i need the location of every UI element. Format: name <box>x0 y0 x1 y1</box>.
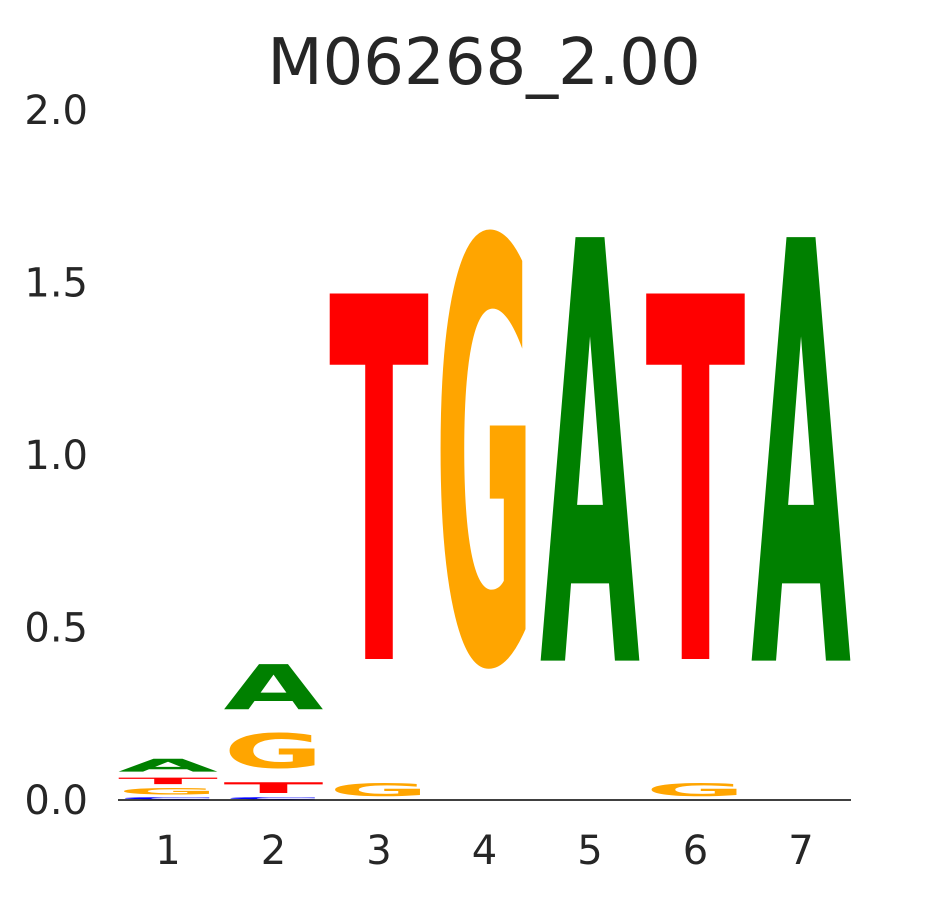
y-tick-label: 0.5 <box>24 606 88 652</box>
logo-letter-G: G <box>224 724 324 779</box>
logo-letter-A: A <box>118 755 218 776</box>
logo-letter-A: A <box>751 122 852 798</box>
logo-letter-G: G <box>329 779 429 800</box>
x-tick-label: 5 <box>577 828 602 874</box>
logo-letter-G: G <box>118 786 218 796</box>
y-tick-label: 2.0 <box>24 88 88 134</box>
logo-letter-T: T <box>646 195 747 779</box>
x-tick-label: 2 <box>261 828 286 874</box>
logo-letter-G: G <box>646 779 746 800</box>
logo-letter-C: C <box>118 797 218 800</box>
logo-letter-T: T <box>224 779 324 796</box>
y-tick-label: 0.0 <box>24 778 88 824</box>
x-tick-label: 3 <box>366 828 391 874</box>
logo-letter-G: G <box>435 121 535 798</box>
logo-letter-A: A <box>540 122 641 798</box>
y-tick-label: 1.0 <box>24 433 88 479</box>
chart-title: M06268_2.00 <box>267 26 700 100</box>
logo-letter-A: A <box>224 652 324 724</box>
y-tick-label: 1.5 <box>24 261 88 307</box>
x-tick-label: 7 <box>788 828 813 874</box>
x-tick-label: 1 <box>155 828 180 874</box>
logo-letter-T: T <box>329 195 430 779</box>
logo-letter-C: C <box>224 797 324 800</box>
x-tick-label: 4 <box>472 828 497 874</box>
logo-letter-T: T <box>118 776 218 786</box>
x-tick-label: 6 <box>683 828 708 874</box>
